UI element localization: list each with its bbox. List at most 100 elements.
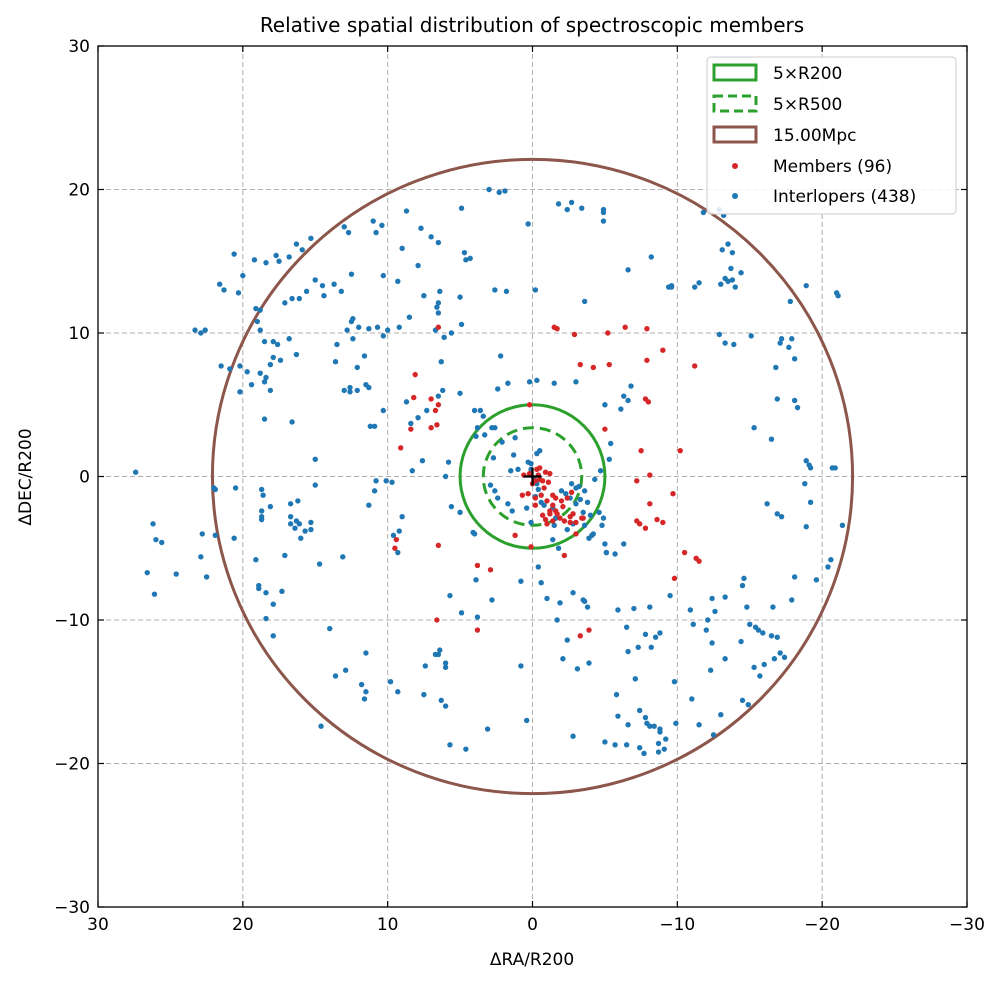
interloper-point — [602, 739, 608, 745]
interloper-point — [528, 519, 534, 526]
interloper-point — [554, 617, 560, 623]
interloper-point — [719, 247, 725, 253]
interloper-point — [745, 701, 752, 708]
member-point — [692, 363, 698, 369]
interloper-point — [825, 564, 831, 570]
interloper-point — [341, 387, 347, 394]
member-point — [602, 426, 608, 432]
interloper-point — [671, 679, 678, 685]
interloper-point — [461, 249, 468, 256]
interloper-point — [657, 726, 663, 732]
interloper-point — [350, 315, 356, 322]
member-point — [545, 479, 552, 485]
interloper-point — [573, 485, 579, 491]
interloper-point — [813, 577, 820, 583]
member-point — [537, 465, 543, 471]
interloper-point — [579, 205, 585, 211]
interloper-point — [755, 627, 762, 633]
interloper-point — [789, 597, 795, 603]
interloper-point — [319, 282, 326, 289]
interloper-point — [803, 524, 809, 530]
interloper-point — [237, 363, 243, 369]
interloper-point — [415, 262, 421, 269]
interloper-point — [389, 479, 395, 485]
interloper-point — [778, 513, 785, 520]
interloper-point — [387, 679, 394, 685]
interloper-point — [286, 336, 292, 342]
interloper-point — [600, 218, 607, 224]
interloper-point — [258, 486, 265, 493]
interloper-point — [435, 239, 442, 246]
y-axis-label: ΔDEC/R200 — [16, 428, 36, 525]
interloper-point — [203, 574, 210, 580]
interloper-point — [253, 557, 259, 563]
interloper-point — [722, 594, 728, 600]
interloper-point — [345, 229, 352, 236]
y-tick-label: 0 — [79, 468, 90, 488]
member-point — [552, 508, 559, 514]
interloper-point — [361, 696, 368, 702]
interloper-point — [390, 532, 397, 539]
interloper-point — [422, 663, 429, 669]
member-point — [567, 513, 573, 520]
interloper-point — [550, 536, 556, 543]
member-point — [428, 396, 434, 402]
interloper-point — [728, 265, 734, 272]
member-point — [554, 325, 560, 332]
interloper-point — [771, 656, 778, 662]
member-point — [411, 394, 417, 401]
interloper-point — [286, 254, 292, 260]
member-point — [560, 503, 566, 510]
member-point — [638, 447, 644, 454]
scatter-points — [132, 186, 846, 757]
interloper-point — [467, 255, 473, 262]
interloper-point — [457, 390, 463, 396]
member-point — [539, 512, 546, 518]
interloper-point — [612, 742, 618, 748]
interloper-point — [635, 644, 641, 650]
interloper-point — [596, 509, 602, 516]
member-point — [634, 478, 640, 484]
interloper-point — [218, 363, 224, 369]
interloper-point — [613, 691, 620, 698]
interloper-point — [778, 336, 785, 342]
interloper-point — [709, 595, 715, 602]
interloper-point — [347, 384, 353, 391]
interloper-point — [380, 272, 387, 279]
interloper-point — [732, 284, 738, 290]
interloper-point — [492, 488, 498, 494]
interloper-point — [471, 407, 478, 414]
interloper-point — [447, 742, 453, 748]
member-point — [474, 627, 481, 633]
interloper-point — [380, 333, 387, 339]
interloper-point — [199, 531, 205, 537]
member-point — [538, 492, 544, 498]
interloper-point — [383, 478, 389, 484]
interloper-point — [573, 379, 579, 385]
interloper-point — [232, 485, 239, 491]
interloper-point — [689, 696, 695, 702]
interloper-point — [615, 607, 621, 613]
member-point — [526, 470, 533, 477]
interloper-point — [276, 258, 282, 264]
interloper-point — [791, 397, 798, 404]
interloper-point — [612, 551, 618, 557]
interloper-point — [652, 634, 659, 640]
interloper-point — [722, 340, 728, 346]
interloper-point — [657, 630, 663, 636]
interloper-point — [705, 617, 711, 623]
interloper-point — [526, 379, 533, 385]
interloper-point — [403, 208, 410, 214]
interloper-point — [738, 638, 744, 645]
interloper-point — [373, 229, 379, 236]
interloper-point — [438, 697, 444, 704]
member-point — [647, 501, 653, 507]
interloper-point — [696, 280, 702, 286]
interloper-point — [642, 714, 649, 721]
interloper-point — [153, 536, 159, 543]
interloper-point — [648, 254, 654, 260]
interloper-point — [308, 235, 314, 241]
interloper-point — [532, 287, 539, 293]
interloper-point — [308, 526, 314, 533]
interloper-point — [435, 300, 442, 306]
